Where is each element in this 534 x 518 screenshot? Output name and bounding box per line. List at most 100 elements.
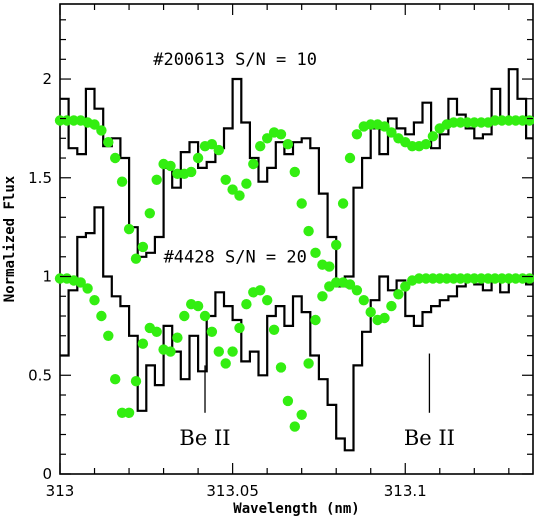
model-point xyxy=(96,125,107,136)
model-point xyxy=(144,208,155,219)
y-tick-label: 1.5 xyxy=(28,169,52,187)
y-tick-label: 0 xyxy=(42,465,52,483)
observed-spectrum-2 xyxy=(60,206,533,452)
model-point xyxy=(227,346,238,357)
x-tick-label: 313.1 xyxy=(384,482,427,500)
model-point xyxy=(103,330,114,341)
model-point xyxy=(123,223,135,235)
model-point xyxy=(82,283,93,294)
plot-area xyxy=(59,3,534,475)
model-point xyxy=(213,346,224,357)
model-point xyxy=(296,198,307,209)
series-layer xyxy=(54,68,534,452)
x-tick-label: 313.05 xyxy=(206,482,259,500)
model-point xyxy=(123,407,135,418)
model-point xyxy=(192,300,204,312)
plot-frame xyxy=(59,3,534,475)
model-point xyxy=(303,358,314,369)
model-point xyxy=(130,253,142,264)
y-axis-label: Normalized Flux xyxy=(2,175,18,302)
model-point xyxy=(213,144,224,156)
model-point xyxy=(386,127,397,138)
model-point xyxy=(103,137,114,148)
y-tick-label: 0.5 xyxy=(28,366,52,384)
model-point xyxy=(524,273,534,284)
be-ii-label-0: Be II xyxy=(179,426,230,450)
model-point xyxy=(241,299,252,310)
be-ii-label-1: Be II xyxy=(404,426,455,450)
y-tick-label: 1 xyxy=(42,268,52,286)
model-point xyxy=(241,178,252,189)
model-point xyxy=(89,295,100,306)
model-point xyxy=(393,289,404,300)
model-point xyxy=(331,239,342,251)
model-point xyxy=(179,310,190,322)
model-point xyxy=(420,139,432,150)
model-point xyxy=(324,261,335,272)
model-point xyxy=(75,277,86,288)
annotation-star-4428: #4428 S/N = 20 xyxy=(164,248,307,268)
model-point xyxy=(110,152,121,164)
model-point xyxy=(303,225,314,237)
model-point xyxy=(220,174,231,185)
model-point xyxy=(351,285,363,296)
annotation-star-200613: #200613 S/N = 10 xyxy=(153,50,317,70)
model-point xyxy=(165,346,176,357)
model-point xyxy=(337,198,349,209)
model-point xyxy=(386,300,397,312)
model-point xyxy=(296,409,307,420)
model-point xyxy=(116,176,128,187)
model-point xyxy=(344,279,356,290)
model-point xyxy=(192,152,204,164)
model-point xyxy=(262,295,273,306)
model-point xyxy=(234,190,245,201)
model-point xyxy=(289,166,300,178)
model-point xyxy=(151,174,162,185)
model-point xyxy=(227,184,238,195)
model-point xyxy=(358,295,369,306)
model-point xyxy=(344,152,356,164)
model-point xyxy=(89,119,100,130)
x-tick-label: 313 xyxy=(46,482,75,500)
model-point xyxy=(262,133,273,144)
model-point xyxy=(310,247,321,258)
model-point xyxy=(151,326,162,337)
model-point xyxy=(110,374,121,385)
model-point xyxy=(186,166,197,178)
model-point xyxy=(199,310,211,322)
x-axis-label: Wavelength (nm) xyxy=(233,501,359,517)
model-point xyxy=(289,421,300,432)
model-point xyxy=(165,160,176,172)
model-point xyxy=(365,306,376,318)
y-tick-label: 2 xyxy=(42,70,52,88)
model-point xyxy=(268,324,280,335)
axis-ticks-layer: 313 313.05 313.1 0 0.5 1 1.5 2 xyxy=(28,4,533,500)
model-point xyxy=(206,326,218,337)
model-point xyxy=(282,395,294,407)
model-point xyxy=(220,358,231,369)
model-point xyxy=(351,129,363,140)
model-point xyxy=(275,362,287,373)
model-point xyxy=(172,332,183,343)
model-point xyxy=(234,322,245,334)
model-point xyxy=(275,129,287,140)
model-point xyxy=(206,139,218,150)
model-point xyxy=(255,285,266,296)
model-point xyxy=(400,281,411,292)
model-point xyxy=(317,291,328,302)
line-marker-layer: Be II Be II xyxy=(179,353,455,450)
model-point xyxy=(137,338,149,349)
model-point xyxy=(96,310,107,322)
model-point xyxy=(427,131,439,142)
model-point xyxy=(282,139,294,150)
model-point xyxy=(248,158,259,170)
model-points-1 xyxy=(54,115,534,272)
model-point xyxy=(130,376,142,387)
model-point xyxy=(379,121,390,132)
model-points-3 xyxy=(54,273,534,432)
model-point xyxy=(379,312,390,324)
model-point xyxy=(310,314,321,326)
model-point xyxy=(255,141,266,152)
model-point xyxy=(524,115,534,126)
